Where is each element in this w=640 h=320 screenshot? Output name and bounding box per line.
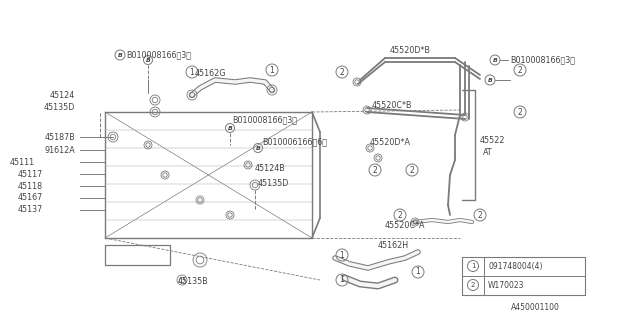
- Text: A450001100: A450001100: [511, 302, 560, 311]
- Text: 45520D*B: 45520D*B: [390, 45, 431, 54]
- Text: 45520C*B: 45520C*B: [372, 100, 413, 109]
- Text: 91612A: 91612A: [44, 146, 75, 155]
- Text: B010008166（3）: B010008166（3）: [232, 116, 297, 124]
- Text: B: B: [255, 146, 260, 150]
- Text: 45111: 45111: [10, 157, 35, 166]
- Text: B010008166（3）: B010008166（3）: [126, 51, 191, 60]
- Text: 45124B: 45124B: [255, 164, 285, 172]
- Text: 45117: 45117: [18, 170, 44, 179]
- Text: 45137: 45137: [18, 205, 44, 214]
- Text: 45167: 45167: [18, 194, 44, 203]
- Text: B010008166（3）: B010008166（3）: [510, 55, 575, 65]
- Text: 45520D*A: 45520D*A: [370, 138, 411, 147]
- Text: 45187B: 45187B: [44, 132, 75, 141]
- Text: 45522: 45522: [480, 135, 506, 145]
- Text: 45520C*A: 45520C*A: [385, 220, 426, 229]
- Text: 45162G: 45162G: [195, 68, 227, 77]
- Text: B: B: [488, 77, 492, 83]
- Text: 2: 2: [518, 108, 522, 116]
- Text: 45118: 45118: [18, 181, 43, 190]
- Text: 2: 2: [372, 165, 378, 174]
- Text: 2: 2: [397, 211, 403, 220]
- Text: 091748004(4): 091748004(4): [488, 261, 543, 270]
- Text: 1: 1: [340, 276, 344, 284]
- Text: 2: 2: [477, 211, 483, 220]
- Text: W170023: W170023: [488, 281, 525, 290]
- Text: 2: 2: [518, 66, 522, 75]
- Text: 45135B: 45135B: [178, 277, 209, 286]
- Text: 1: 1: [471, 263, 476, 269]
- Text: B: B: [146, 58, 150, 62]
- Text: 1: 1: [189, 68, 195, 76]
- Text: B: B: [493, 58, 497, 62]
- Text: B010006166（6）: B010006166（6）: [262, 138, 327, 147]
- Text: 1: 1: [269, 66, 275, 75]
- Text: 45124: 45124: [50, 91, 75, 100]
- Text: 45162H: 45162H: [378, 241, 409, 250]
- Text: 1: 1: [340, 251, 344, 260]
- Text: AT: AT: [483, 148, 493, 156]
- Text: B: B: [228, 125, 232, 131]
- Text: 2: 2: [410, 165, 414, 174]
- Text: 45135D: 45135D: [44, 102, 75, 111]
- Text: 45135D: 45135D: [258, 179, 289, 188]
- Text: 2: 2: [340, 68, 344, 76]
- Text: B: B: [118, 52, 122, 58]
- Text: 1: 1: [415, 268, 420, 276]
- Text: 2: 2: [471, 282, 475, 288]
